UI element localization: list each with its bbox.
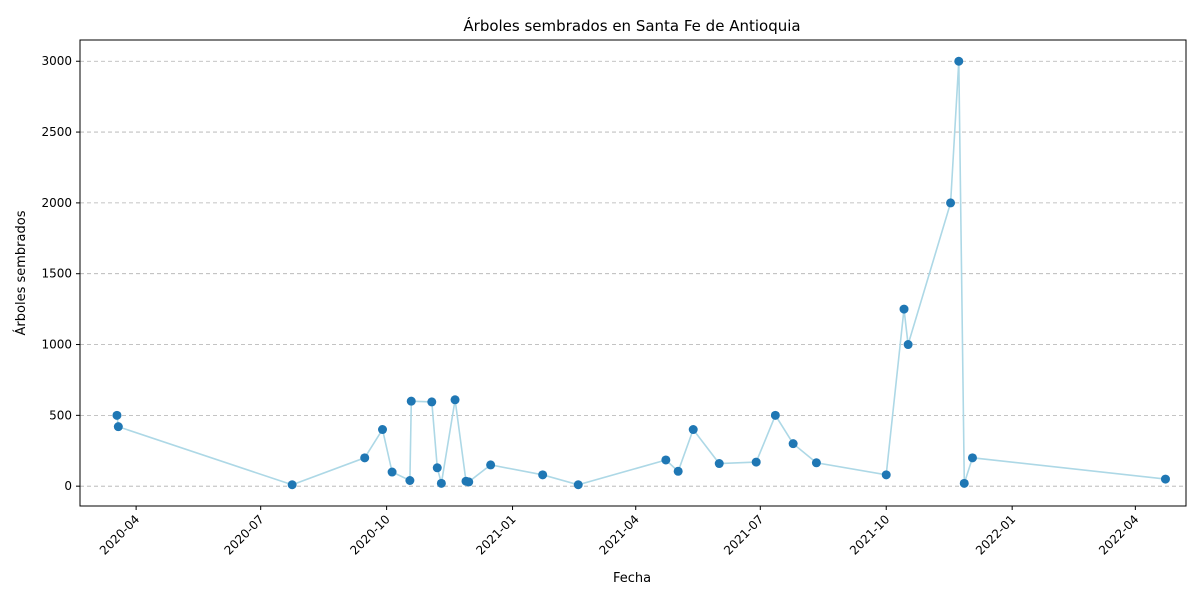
data-point bbox=[811, 458, 821, 468]
x-tick-label: 2021-04 bbox=[597, 512, 642, 557]
y-tick-label: 2500 bbox=[41, 125, 72, 139]
y-tick-label: 2000 bbox=[41, 196, 72, 210]
data-point bbox=[378, 425, 388, 435]
data-point bbox=[486, 460, 496, 470]
data-point bbox=[464, 477, 474, 487]
data-point bbox=[360, 453, 370, 463]
data-point bbox=[946, 198, 956, 208]
x-tick-label: 2022-04 bbox=[1096, 512, 1141, 557]
x-axis-title: Fecha bbox=[613, 571, 651, 586]
data-point bbox=[899, 304, 909, 314]
series-line bbox=[116, 61, 1166, 486]
data-point bbox=[112, 410, 122, 420]
y-tick-label: 0 bbox=[64, 479, 72, 493]
grid-lines bbox=[80, 60, 1186, 487]
x-tick-label: 2020-10 bbox=[347, 512, 392, 557]
x-tick-label: 2021-07 bbox=[721, 512, 766, 557]
data-point bbox=[967, 453, 977, 463]
series-line-layer bbox=[116, 61, 1166, 486]
data-point bbox=[405, 476, 415, 486]
y-tick-label: 1000 bbox=[41, 338, 72, 352]
data-points bbox=[112, 56, 1170, 490]
data-point bbox=[450, 395, 460, 405]
data-point bbox=[959, 478, 969, 488]
data-point bbox=[113, 422, 123, 432]
plot-area-frame bbox=[79, 39, 1187, 507]
data-point bbox=[881, 470, 891, 480]
x-tick-label: 2020-04 bbox=[97, 512, 142, 557]
y-axis-ticks: 0 500 1000 1500 2000 2500 3000 bbox=[41, 54, 80, 493]
data-point bbox=[436, 478, 446, 488]
data-point bbox=[432, 463, 442, 473]
y-tick-label: 500 bbox=[49, 408, 72, 422]
data-point bbox=[573, 480, 583, 490]
y-tick-label: 1500 bbox=[41, 267, 72, 281]
data-point bbox=[427, 397, 437, 407]
data-point bbox=[770, 410, 780, 420]
data-point bbox=[751, 457, 761, 467]
data-point bbox=[903, 340, 913, 350]
data-point bbox=[538, 470, 548, 480]
data-point bbox=[1160, 474, 1170, 484]
x-tick-label: 2021-10 bbox=[847, 512, 892, 557]
x-tick-label: 2022-01 bbox=[973, 512, 1018, 557]
y-tick-label: 3000 bbox=[41, 54, 72, 68]
data-point bbox=[954, 56, 964, 66]
x-tick-label: 2021-01 bbox=[473, 512, 518, 557]
data-point bbox=[688, 425, 698, 435]
chart-title: Árboles sembrados en Santa Fe de Antioqu… bbox=[463, 16, 800, 35]
data-point bbox=[406, 396, 416, 406]
data-point bbox=[673, 466, 683, 476]
data-point bbox=[714, 459, 724, 469]
data-point bbox=[387, 467, 397, 477]
data-point bbox=[661, 455, 671, 465]
data-point bbox=[287, 480, 297, 490]
x-tick-label: 2020-07 bbox=[221, 512, 266, 557]
data-point bbox=[788, 439, 798, 449]
y-axis-title: Árboles sembrados bbox=[13, 210, 29, 335]
x-axis-ticks: 2020-04 2020-07 2020-10 2021-01 2021-04 2021-… bbox=[97, 506, 1141, 558]
